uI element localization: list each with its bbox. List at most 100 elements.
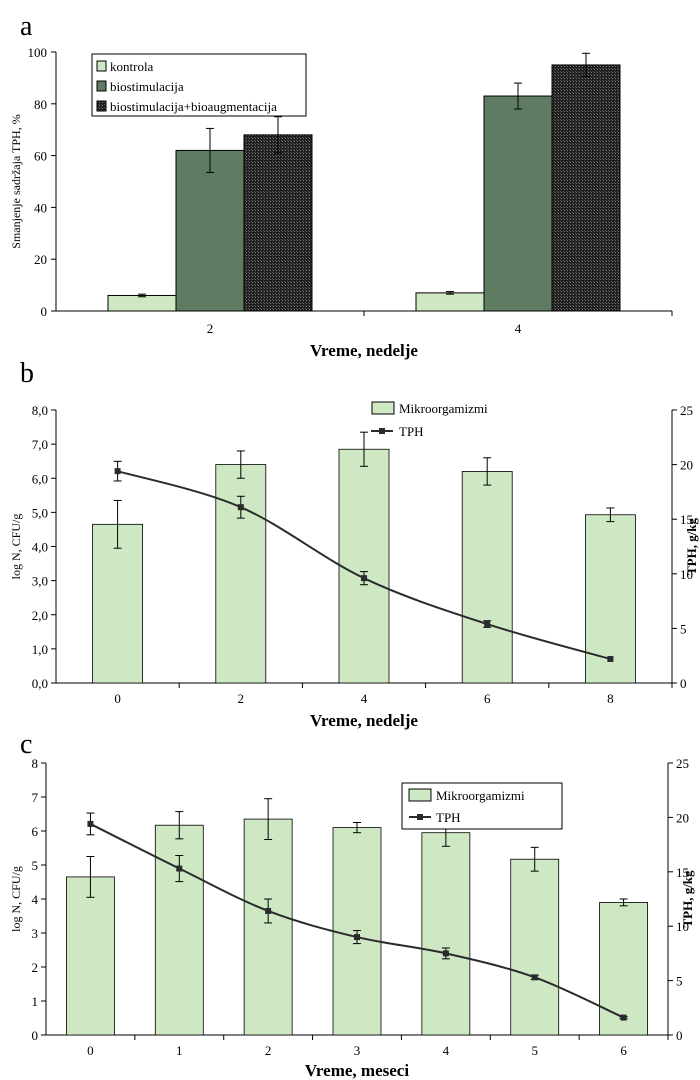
y2-axis-label: TPH, g/kg	[680, 870, 695, 928]
bar-mikroorganizmi	[421, 832, 471, 1036]
x-tick-label: 2	[238, 691, 245, 706]
y2-tick-label: 20	[676, 810, 689, 825]
bar-mikroorganizmi	[243, 818, 293, 1036]
bar-kontrola	[107, 294, 177, 312]
y2-tick-label: 20	[680, 458, 693, 473]
x-tick-label: 4	[361, 691, 368, 706]
tph-point	[354, 934, 360, 941]
y-tick-label: 6,0	[32, 471, 48, 486]
x-tick-label: 2	[207, 321, 214, 336]
x-tick-label: 8	[607, 691, 614, 706]
y-tick-label: 100	[28, 45, 48, 60]
x-tick-label: 2	[265, 1043, 272, 1058]
chart-panel-c: c 0 1 2 3 4 5 6 7 8 0 5 10 15 20 25 0 1 2 3 4 5 6 Vreme, meseci…	[9, 729, 695, 1080]
y-axis-label: Smanjenje sadržaja TPH, %	[9, 114, 23, 248]
legend-swatch	[96, 80, 107, 92]
y-tick-label: 7	[32, 790, 39, 805]
x-tick-label: 6	[484, 691, 491, 706]
bar-mikroorganizmi	[461, 471, 513, 684]
legend-marker	[417, 814, 423, 820]
y-tick-label: 3,0	[32, 574, 48, 589]
y-tick-label: 7,0	[32, 437, 48, 452]
y2-tick-label: 25	[676, 756, 689, 771]
y-tick-label: 5,0	[32, 505, 48, 520]
legend-entry: kontrola	[110, 59, 154, 74]
y2-tick-label: 10	[680, 567, 693, 582]
bar-biostimulacija	[483, 95, 553, 312]
y-tick-label: 1	[32, 994, 39, 1009]
legend-entry: biostimulacija	[110, 79, 184, 94]
x-tick-label: 4	[515, 321, 522, 336]
legend-entry: TPH	[399, 424, 424, 439]
legend-swatch	[96, 60, 107, 72]
tph-point	[442, 950, 449, 957]
y2-tick-label: 5	[680, 621, 687, 636]
y-tick-label: 8,0	[32, 403, 48, 418]
y-tick-label: 6	[32, 824, 39, 839]
tph-point	[620, 1014, 627, 1021]
bar-biostimulacija	[175, 149, 245, 312]
tph-point	[237, 504, 244, 511]
chart-panel-b: b 0,0 1,0 2,0 3,0 4,0 5,0 6,0 7,0 8,0 0 5 10 15 20 25 0 2…	[9, 358, 699, 730]
y-tick-label: 2,0	[32, 608, 48, 623]
tph-point	[114, 468, 121, 475]
legend-swatch	[408, 788, 432, 802]
panel-letter: c	[20, 729, 32, 760]
legend: kontrola biostimulacija biostimulacija+bio…	[91, 53, 307, 117]
x-axis-label: Vreme, meseci	[305, 1061, 409, 1080]
tph-point	[531, 974, 538, 981]
legend: Mikroorgamizmi TPH	[401, 782, 563, 830]
y2-tick-label: 0	[680, 676, 687, 691]
y-tick-label: 8	[32, 756, 39, 771]
legend-box	[91, 53, 307, 117]
y2-tick-label: 25	[680, 403, 693, 418]
y-tick-label: 0	[41, 304, 48, 319]
chart-panel-a: a 0 20 40 60 80 100 2 4 Vreme, nedelje Smanjenje s…	[9, 11, 673, 360]
bar-mikroorganizmi	[585, 514, 636, 684]
x-axis-label: Vreme, nedelje	[310, 341, 418, 360]
x-tick-label: 1	[176, 1043, 183, 1058]
x-tick-label: 4	[443, 1043, 450, 1058]
panel-letter: b	[20, 358, 34, 389]
x-tick-label: 0	[114, 691, 121, 706]
y2-axis-label: TPH, g/kg	[684, 517, 699, 575]
y2-tick-label: 15	[680, 512, 693, 527]
y-tick-label: 20	[34, 252, 47, 267]
y-tick-label: 1,0	[32, 642, 48, 657]
legend-entry: Mikroorgamizmi	[436, 788, 525, 803]
tph-point	[265, 907, 272, 914]
y-tick-label: 0	[32, 1028, 39, 1043]
y2-tick-label: 5	[676, 974, 683, 989]
y-tick-label: 5	[32, 858, 39, 873]
y-axis-label: log N, CFU/g	[9, 866, 23, 932]
y-tick-label: 60	[34, 149, 47, 164]
y-tick-label: 4	[32, 892, 39, 907]
x-tick-label: 5	[531, 1043, 538, 1058]
y2-tick-label: 15	[676, 865, 689, 880]
tph-point	[484, 621, 491, 628]
legend-marker	[379, 428, 385, 434]
bar-biostimulacija-bioaugmentacija	[551, 64, 621, 312]
tph-point	[87, 820, 94, 827]
legend-entry: Mikroorgamizmi	[399, 401, 488, 416]
bar-mikroorganizmi	[599, 902, 648, 1036]
x-tick-label: 6	[620, 1043, 627, 1058]
y-tick-label: 0,0	[32, 676, 48, 691]
x-tick-label: 0	[87, 1043, 94, 1058]
y-axis-label: log N, CFU/g	[9, 514, 23, 580]
legend-swatch	[371, 401, 395, 415]
y-tick-label: 4,0	[32, 540, 48, 555]
bar-mikroorganizmi	[92, 523, 143, 684]
bar-mikroorganizmi	[510, 858, 560, 1036]
x-tick-label: 3	[354, 1043, 361, 1058]
legend-swatch	[96, 100, 107, 112]
panel-letter: a	[20, 11, 33, 42]
y-tick-label: 40	[34, 200, 47, 215]
y-tick-label: 80	[34, 97, 47, 112]
y2-tick-label: 10	[676, 919, 689, 934]
tph-point	[176, 865, 183, 872]
bar-kontrola	[415, 292, 485, 312]
bar-biostimulacija-bioaugmentacija	[243, 134, 313, 312]
y-tick-label: 2	[32, 960, 39, 975]
